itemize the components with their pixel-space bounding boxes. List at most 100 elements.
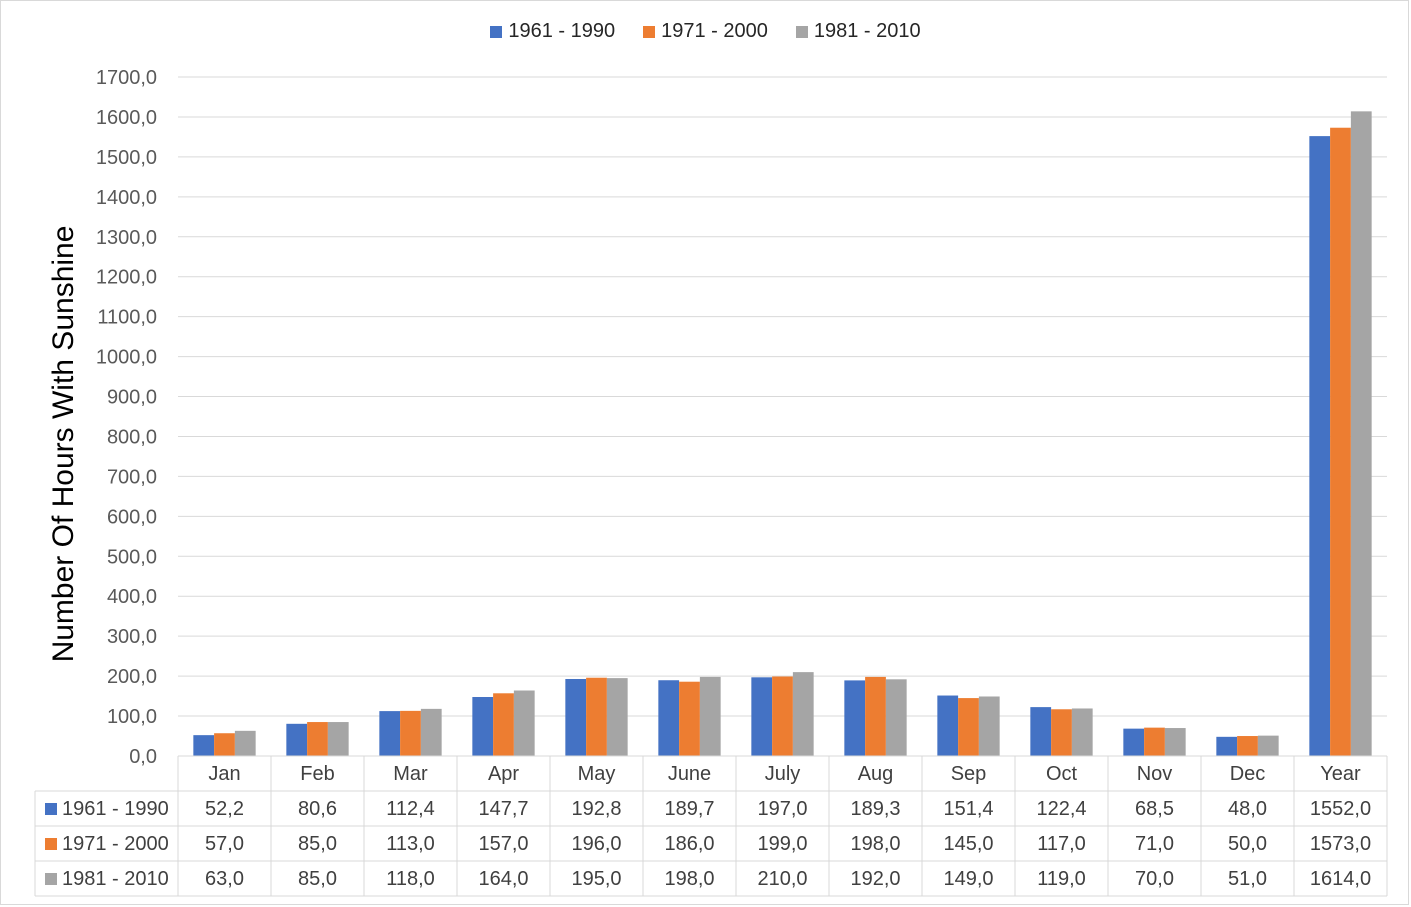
table-row-label: 1981 - 2010 [62, 868, 169, 890]
data-label: 122,4 [1036, 798, 1086, 820]
bar [699, 676, 721, 756]
y-tick-label: 200,0 [107, 666, 157, 688]
x-tick-label: Dec [1230, 763, 1266, 785]
bar [420, 708, 442, 756]
data-label: 51,0 [1228, 868, 1267, 890]
x-tick-label: Year [1320, 763, 1361, 785]
bar [937, 695, 959, 756]
data-label: 48,0 [1228, 798, 1267, 820]
data-label: 80,6 [298, 798, 337, 820]
data-label: 147,7 [478, 798, 528, 820]
data-label: 50,0 [1228, 833, 1267, 855]
table-legend-key [45, 803, 57, 815]
legend-item-series-1: 1961 - 1990 [490, 20, 615, 43]
bar [751, 677, 773, 756]
data-label: 70,0 [1135, 868, 1174, 890]
bar [1216, 736, 1238, 756]
x-tick-label: Jan [208, 763, 240, 785]
bar [978, 696, 1000, 756]
gridlines [178, 76, 1387, 717]
data-label: 192,8 [571, 798, 621, 820]
y-tick-label: 1100,0 [97, 307, 157, 329]
data-label: 85,0 [298, 868, 337, 890]
y-tick-label: 1700,0 [96, 67, 157, 89]
data-label: 57,0 [205, 833, 244, 855]
data-label: 196,0 [571, 833, 621, 855]
bar [772, 676, 793, 756]
y-tick-label: 800,0 [107, 426, 157, 448]
y-axis-label: Number Of Hours With Sunshine [47, 226, 80, 663]
data-label: 145,0 [943, 833, 993, 855]
bar [379, 711, 401, 756]
table-row-label: 1961 - 1990 [62, 798, 169, 820]
y-tick-label: 1000,0 [96, 347, 157, 369]
data-label: 189,3 [850, 798, 900, 820]
y-tick-label: 1400,0 [96, 187, 157, 209]
data-label: 210,0 [757, 868, 807, 890]
table-row-label: 1971 - 2000 [62, 833, 169, 855]
y-tick-label: 1300,0 [96, 227, 157, 249]
x-tick-label: Sep [951, 763, 987, 785]
legend: 1961 - 1990 1971 - 2000 1981 - 2010 [0, 20, 1411, 43]
legend-swatch-series-1 [490, 25, 503, 38]
data-table: Jan Feb Mar Apr May June July Aug Sep Oct Nov Dec Ye… [34, 755, 1388, 897]
bar [472, 697, 494, 756]
bar [792, 672, 814, 756]
x-tick-label: Apr [488, 763, 519, 785]
y-axis: 0,0 100,0 200,0 300,0 400,0 500,0 600,0 700,0 80… [96, 67, 157, 768]
bar [1051, 709, 1072, 756]
legend-label-series-2: 1971 - 2000 [661, 20, 768, 42]
data-label: 1614,0 [1310, 868, 1371, 890]
data-label: 199,0 [757, 833, 807, 855]
table-legend-key [45, 873, 57, 885]
data-label: 192,0 [850, 868, 900, 890]
bar [844, 680, 866, 756]
bar [234, 730, 256, 756]
bar [286, 723, 308, 756]
data-label: 113,0 [386, 833, 435, 855]
y-tick-label: 1200,0 [96, 267, 157, 289]
bar [1071, 708, 1093, 756]
bar [1030, 707, 1052, 756]
data-label: 52,2 [205, 798, 244, 820]
data-label: 71,0 [1135, 833, 1174, 855]
data-label: 68,5 [1135, 798, 1174, 820]
data-label: 164,0 [478, 868, 528, 890]
bars [193, 111, 1372, 757]
data-label: 1573,0 [1310, 833, 1371, 855]
bar [679, 681, 700, 756]
legend-item-series-3: 1981 - 2010 [795, 20, 921, 43]
data-label: 117,0 [1037, 833, 1086, 855]
table-legend-key [45, 838, 57, 850]
bar [1144, 727, 1165, 756]
bar [513, 690, 535, 756]
data-label: 197,0 [757, 798, 807, 820]
y-tick-label: 600,0 [107, 506, 157, 528]
data-label: 1552,0 [1310, 798, 1371, 820]
bar [885, 679, 907, 756]
bar [1237, 736, 1258, 756]
x-tick-label: Aug [858, 763, 894, 785]
bar [493, 693, 514, 756]
x-tick-label: Oct [1046, 763, 1078, 785]
bar [1350, 111, 1372, 756]
bar [1164, 728, 1186, 756]
y-tick-label: 700,0 [107, 466, 157, 488]
data-label: 198,0 [850, 833, 900, 855]
y-tick-label: 300,0 [107, 626, 157, 648]
bar [214, 733, 235, 756]
data-label: 149,0 [943, 868, 993, 890]
bar [1330, 127, 1351, 757]
data-label: 189,7 [664, 798, 714, 820]
bar [565, 678, 587, 756]
x-tick-label: Nov [1137, 763, 1173, 785]
bar [1257, 735, 1279, 756]
data-label: 195,0 [571, 868, 621, 890]
legend-swatch-series-3 [795, 25, 808, 38]
data-label: 63,0 [205, 868, 244, 890]
data-label: 85,0 [298, 833, 337, 855]
x-tick-label: Feb [300, 763, 334, 785]
bar [307, 722, 328, 756]
x-tick-label: June [668, 763, 711, 785]
data-label: 157,0 [478, 833, 528, 855]
